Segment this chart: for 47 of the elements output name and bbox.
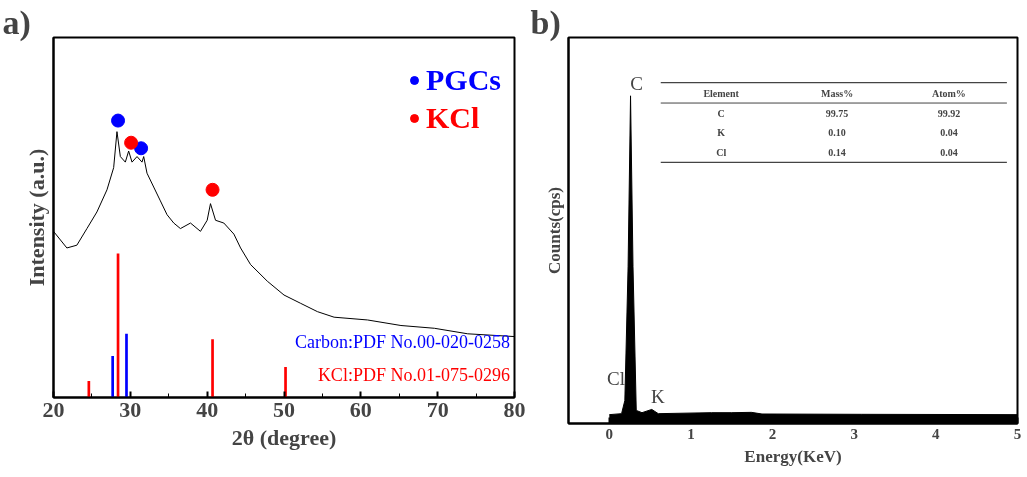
annotation: K [650, 386, 665, 408]
point [111, 113, 126, 128]
series-label: KCl:PDF No.01-075-0296 [317, 365, 510, 386]
bar [284, 367, 287, 398]
x-axis-title: 2θ (degree) [231, 424, 337, 450]
chart-title: b) [530, 3, 561, 42]
bar [125, 333, 128, 398]
bar [111, 355, 115, 398]
point [124, 135, 139, 150]
x-tick-label: 3 [850, 425, 858, 442]
annotation: 0.10 [828, 127, 846, 139]
x-tick-label: 70 [426, 396, 449, 422]
point [205, 182, 220, 197]
x-tick-label: 2 [768, 425, 777, 442]
x-tick-label: 20 [42, 396, 65, 422]
annotation: C [717, 108, 725, 120]
annotation: 99.75 [825, 108, 849, 120]
y-axis-title: Intensity (a.u.) [23, 148, 49, 287]
annotation: 99.92 [937, 108, 961, 120]
legend-label: KCl [426, 101, 480, 135]
annotation: Cl [716, 147, 727, 159]
x-tick-label: 0 [605, 425, 614, 442]
x-tick-label: 40 [196, 396, 219, 422]
x-tick-label: 4 [932, 425, 941, 442]
x-tick-label: 50 [273, 396, 295, 422]
annotation: Cl [607, 367, 625, 389]
annotation: K [717, 127, 726, 139]
x-tick-label: 80 [503, 396, 526, 422]
legend-label: PGCs [426, 63, 501, 97]
x-tick-label: 30 [119, 396, 142, 422]
x-tick-label: 60 [349, 396, 372, 422]
annotation: Atom% [931, 88, 966, 100]
annotation: 0.04 [940, 147, 958, 159]
annotation: C [630, 72, 643, 94]
y-axis-title: Counts(cps) [544, 187, 564, 274]
annotation: 0.14 [828, 147, 846, 159]
text: Carbon:PDF No.00-020-0258 [294, 332, 510, 353]
point [134, 141, 149, 156]
annotation: Element [703, 88, 740, 100]
bar [211, 339, 214, 398]
x-tick-label: 5 [1013, 425, 1022, 442]
bar [87, 380, 91, 398]
annotation: Mass% [820, 88, 854, 100]
annotation: 0.04 [940, 127, 958, 139]
x-axis-title: Energy(KeV) [744, 446, 842, 466]
x-tick-label: 1 [687, 425, 695, 442]
chart-title: a) [2, 3, 31, 42]
